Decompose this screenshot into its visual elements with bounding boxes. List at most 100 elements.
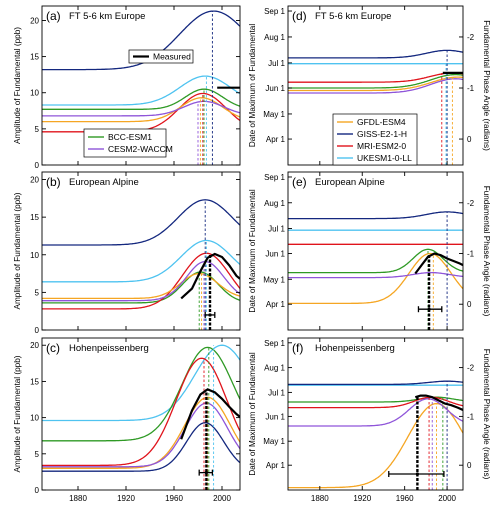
y-tick-label: Jul 1 xyxy=(268,225,285,234)
legend-box-models xyxy=(83,128,167,158)
series-cesm2-waccm xyxy=(288,78,463,94)
y2-axis-title: Fundamental Phase Angle (radians) xyxy=(482,349,491,480)
y2-tick-label: -2 xyxy=(467,364,475,373)
series-measured xyxy=(180,388,240,440)
panel-a: 0 5 10 15 20 Amplitude of Fundamental (ppb) (a… xyxy=(13,5,241,170)
y-tick-label: Sep 1 xyxy=(264,7,285,16)
x-tick-label: 1960 xyxy=(396,494,414,503)
y-tick-label: Apr 1 xyxy=(266,135,286,144)
y-tick-label: 20 xyxy=(30,341,39,350)
x-tick-label: 2000 xyxy=(438,494,456,503)
series-measured xyxy=(414,252,463,275)
y-axis-title: Date of Maximum of Fundamental xyxy=(248,24,257,148)
y-axis-title: Date of Maximum of Fundamental xyxy=(248,189,257,313)
y-tick-label: Jun 1 xyxy=(265,249,285,258)
x-tick-label: 1880 xyxy=(69,494,87,503)
y-tick-label: 0 xyxy=(35,326,40,335)
y-tick-label: 0 xyxy=(35,161,40,170)
series-gfdl-esm4 xyxy=(288,76,463,92)
legend-label: GISS-E2-1-H xyxy=(357,129,407,139)
series-cesm2-waccm xyxy=(42,100,240,117)
series-cesm2-waccm xyxy=(42,260,240,302)
plot-area xyxy=(288,211,463,330)
series-cesm2-waccm xyxy=(42,402,240,468)
legend-label: BCC-ESM1 xyxy=(108,132,152,142)
y2-tick-label: 0 xyxy=(467,300,472,309)
legend-label: Measured xyxy=(153,52,191,62)
legend-box-measured xyxy=(128,49,194,64)
series-mri-esm2-0 xyxy=(42,252,240,310)
panel-c: 1880 1920 1960 2000 0 5 10 15 20 Amplitude of Fun… xyxy=(13,337,241,503)
y-tick-label: 10 xyxy=(30,414,39,423)
series-gfdl-esm4 xyxy=(42,272,240,300)
y2-axis-title: Fundamental Phase Angle (radians) xyxy=(482,186,491,317)
y-tick-label: 20 xyxy=(30,176,39,185)
y2-axis-title: Fundamental Phase Angle (radians) xyxy=(482,20,491,151)
series-gfdl-esm4 xyxy=(42,396,240,469)
series-bcc-esm1 xyxy=(42,271,240,304)
x-tick-label: 1880 xyxy=(311,494,329,503)
y-tick-label: 20 xyxy=(30,16,39,25)
y2-tick-label: -1 xyxy=(467,249,475,258)
x-tick-label: 1920 xyxy=(117,494,135,503)
series-gfdl-esm4 xyxy=(288,402,463,489)
panel-letter: (b) xyxy=(46,175,61,189)
panel-title: Hohenpeissenberg xyxy=(69,343,149,354)
series-cesm2-waccm xyxy=(288,271,463,279)
y-tick-label: 0 xyxy=(35,486,40,495)
panel-d: Apr 1 May 1 Jun 1 Jul 1 Aug 1 Sep 1 0 -1 -2 Funda… xyxy=(248,5,491,166)
series-giss-e2-1-h xyxy=(42,422,240,472)
y2-tick-label: -2 xyxy=(467,33,475,42)
y-tick-label: May 1 xyxy=(263,437,285,446)
series-cesm2-waccm xyxy=(288,398,463,427)
y-tick-label: 15 xyxy=(30,377,39,386)
y-tick-label: 5 xyxy=(35,288,40,297)
series-mri-esm2-0 xyxy=(288,72,463,83)
series-mri-esm2-0 xyxy=(42,357,240,467)
y-tick-label: 10 xyxy=(30,89,39,98)
series-giss-e2-1-h xyxy=(288,380,463,386)
y-tick-label: Sep 1 xyxy=(264,173,285,182)
panel-b: 0 5 10 15 20 Amplitude of Fundamental (ppb) (b… xyxy=(13,171,241,335)
y-tick-label: Aug 1 xyxy=(264,33,285,42)
x-tick-label: 1920 xyxy=(353,494,371,503)
plot-area xyxy=(42,10,240,165)
series-giss-e2-1-h xyxy=(288,49,463,59)
x-tick-label: 2000 xyxy=(213,494,231,503)
panel-letter: (c) xyxy=(46,341,60,355)
series-measured xyxy=(414,394,463,412)
legend-label: UKESM1-0-LL xyxy=(357,153,412,163)
series-giss-e2-1-h xyxy=(42,10,240,71)
series-gfdl-esm4 xyxy=(288,252,463,305)
y-tick-label: May 1 xyxy=(263,110,285,119)
y2-tick-label: -1 xyxy=(467,84,475,93)
y-tick-label: Jul 1 xyxy=(268,388,285,397)
panel-letter: (e) xyxy=(292,175,307,189)
panel-title: FT 5-6 km Europe xyxy=(315,11,391,22)
panel-title: Hohenpeissenberg xyxy=(315,343,395,354)
series-bcc-esm1 xyxy=(42,346,240,442)
series-gfdl-esm4 xyxy=(42,97,240,123)
series-bcc-esm1 xyxy=(288,73,463,89)
y-tick-label: Sep 1 xyxy=(264,339,285,348)
y-axis-title: Amplitude of Fundamental (ppb) xyxy=(13,355,22,472)
y2-tick-label: -1 xyxy=(467,412,475,421)
plot-frame xyxy=(287,337,464,491)
panel-f: 1880 1920 1960 2000 Apr 1 May 1 Jun 1 Jul 1 Aug … xyxy=(248,337,491,503)
plot-frame xyxy=(41,5,241,166)
y-axis-title: Date of Maximum of Fundamental xyxy=(248,352,257,476)
series-ukesm1-0-ll xyxy=(42,75,240,106)
y-tick-label: Jun 1 xyxy=(265,412,285,421)
plot-area xyxy=(42,199,240,330)
panel-letter: (a) xyxy=(46,9,61,23)
plot-area xyxy=(288,49,463,165)
panel-letter: (f) xyxy=(292,341,303,355)
y-tick-label: Apr 1 xyxy=(266,461,286,470)
y-tick-label: 15 xyxy=(30,213,39,222)
series-ukesm1-0-ll xyxy=(42,344,240,422)
y-tick-label: 5 xyxy=(35,450,40,459)
y2-tick-label: 0 xyxy=(467,135,472,144)
series-ukesm1-0-ll xyxy=(42,239,240,283)
errorbar-center xyxy=(204,471,208,475)
